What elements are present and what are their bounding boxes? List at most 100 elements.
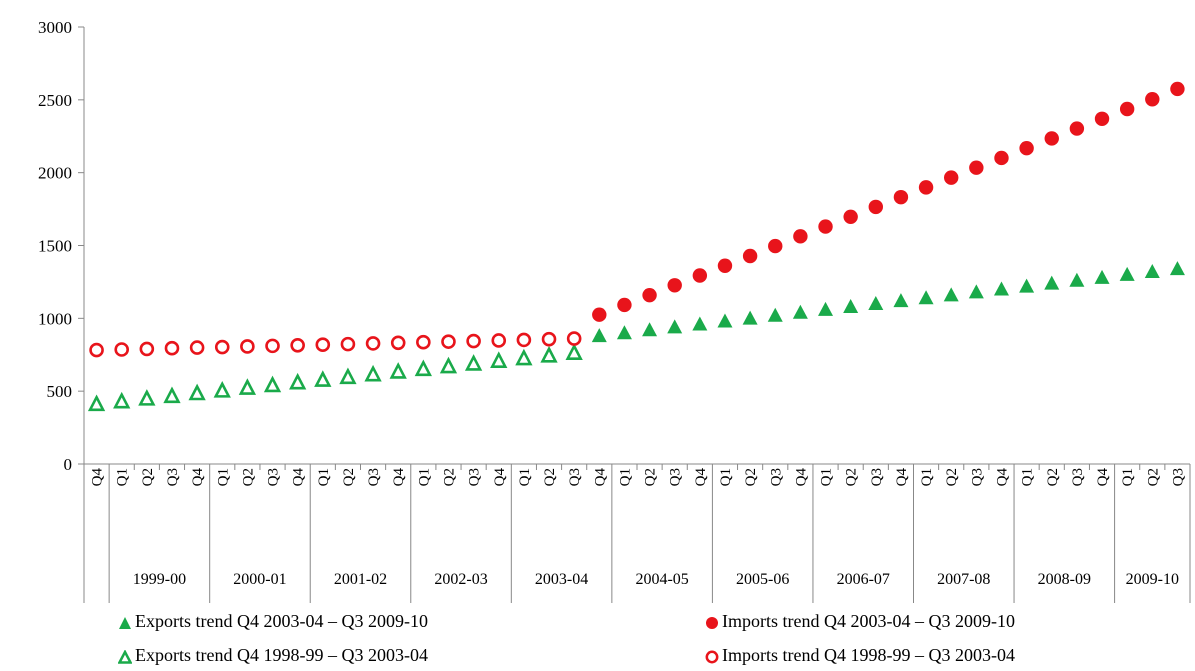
point xyxy=(868,199,883,215)
y-tick-label: 2000 xyxy=(38,164,72,183)
point xyxy=(1069,272,1085,287)
legend-marker-triangle-open xyxy=(118,649,132,664)
point xyxy=(843,209,858,225)
point xyxy=(1019,140,1034,156)
x-quarter-label: Q3 xyxy=(1070,468,1086,486)
y-tick-label: 500 xyxy=(47,382,73,401)
legend-label: Imports trend Q4 1998-99 – Q3 2003-04 xyxy=(722,645,1015,665)
y-tick-label: 1500 xyxy=(38,237,72,256)
point xyxy=(893,293,909,308)
point xyxy=(1019,278,1035,293)
point xyxy=(592,307,607,322)
x-quarter-label: Q3 xyxy=(1170,468,1186,486)
point xyxy=(416,334,431,350)
x-quarter-label: Q3 xyxy=(567,468,583,486)
point xyxy=(1144,264,1160,279)
x-group-label: 2006-07 xyxy=(837,571,890,588)
point xyxy=(717,258,733,273)
legend-item-imports-earlier: Imports trend Q4 1998-99 – Q3 2003-04 xyxy=(705,644,1015,666)
point xyxy=(1044,275,1060,290)
point xyxy=(642,322,658,337)
x-quarter-label: Q3 xyxy=(266,468,282,486)
point xyxy=(868,296,884,311)
point xyxy=(89,342,104,358)
point xyxy=(768,238,783,254)
point xyxy=(717,313,733,328)
point xyxy=(515,348,533,366)
x-quarter-label: Q4 xyxy=(693,468,709,487)
point xyxy=(1169,261,1185,276)
point xyxy=(541,331,557,347)
point xyxy=(692,268,708,283)
x-group-label: 2009-10 xyxy=(1126,571,1179,588)
point xyxy=(1119,101,1135,117)
point xyxy=(340,336,356,352)
x-quarter-label: Q2 xyxy=(944,468,960,486)
point xyxy=(591,328,607,343)
x-quarter-label: Q4 xyxy=(592,468,608,487)
plot-area xyxy=(87,81,1185,412)
point xyxy=(263,375,282,393)
point xyxy=(139,341,155,357)
x-quarter-label: Q1 xyxy=(919,468,935,486)
x-quarter-label: Q4 xyxy=(994,468,1010,487)
point xyxy=(565,343,583,360)
x-quarter-label: Q4 xyxy=(793,468,809,487)
x-quarter-label: Q2 xyxy=(441,468,457,486)
point xyxy=(617,297,632,313)
x-quarter-label: Q4 xyxy=(291,468,307,487)
x-quarter-label: Q2 xyxy=(844,468,860,486)
point xyxy=(1094,269,1110,284)
x-quarter-label: Q1 xyxy=(115,468,131,486)
point xyxy=(390,335,406,351)
legend-label: Imports trend Q4 2003-04 – Q3 2009-10 xyxy=(722,611,1015,631)
x-quarter-label: Q2 xyxy=(542,468,558,486)
point xyxy=(993,281,1009,296)
x-quarter-label: Q2 xyxy=(1045,468,1061,486)
point xyxy=(994,150,1009,166)
point xyxy=(667,319,683,334)
point xyxy=(339,367,357,385)
legend-label: Exports trend Q4 1998-99 – Q3 2003-04 xyxy=(135,645,428,665)
x-quarter-label: Q1 xyxy=(517,468,533,486)
point xyxy=(289,372,307,390)
point xyxy=(918,180,934,195)
point xyxy=(1145,92,1160,107)
point xyxy=(767,307,783,322)
y-tick-label: 0 xyxy=(64,455,73,474)
x-group-label: 2008-09 xyxy=(1038,571,1091,588)
point xyxy=(441,334,456,349)
point xyxy=(818,301,834,316)
point xyxy=(944,170,959,185)
point xyxy=(213,381,231,398)
point xyxy=(540,345,558,363)
point xyxy=(365,336,381,351)
point xyxy=(616,325,632,340)
point xyxy=(389,362,407,379)
series-3 xyxy=(89,331,582,358)
x-group-label: 2003-04 xyxy=(535,571,588,588)
x-quarter-label: Q4 xyxy=(1095,468,1111,487)
point xyxy=(164,340,180,356)
point xyxy=(692,316,708,331)
point xyxy=(491,333,507,348)
x-group-label: 2007-08 xyxy=(937,571,990,588)
x-quarter-label: Q3 xyxy=(869,468,885,486)
point xyxy=(113,391,131,409)
point xyxy=(792,304,808,319)
y-tick-label: 1000 xyxy=(38,309,72,328)
x-group-label: 2002-03 xyxy=(434,571,487,588)
x-group-label: 2005-06 xyxy=(736,571,789,588)
x-quarter-label: Q4 xyxy=(492,468,508,487)
x-quarter-label: Q1 xyxy=(1020,468,1036,486)
x-quarter-label: Q3 xyxy=(467,468,483,486)
x-group-label: 2001-02 xyxy=(334,571,387,588)
x-quarter-label: Q3 xyxy=(366,468,382,486)
x-group-label: 2004-05 xyxy=(635,571,688,588)
x-quarter-label: Q2 xyxy=(140,468,156,486)
point xyxy=(490,351,508,368)
legend-marker-triangle-filled xyxy=(119,616,131,629)
x-quarter-label: Q2 xyxy=(743,468,759,486)
point xyxy=(742,248,758,264)
